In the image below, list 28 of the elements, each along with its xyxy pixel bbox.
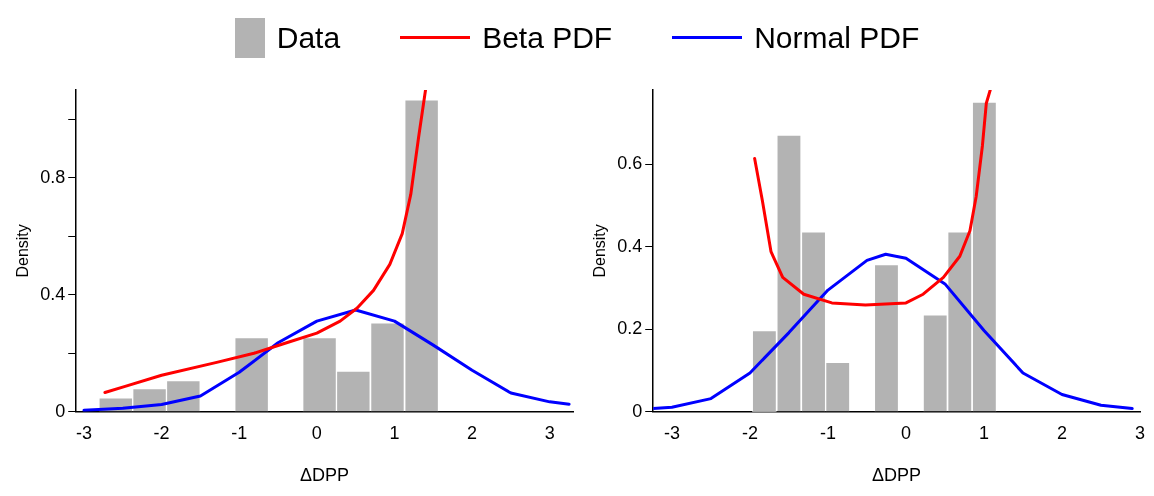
x-tick-label: 0 bbox=[900, 422, 911, 443]
x-tick-label: 2 bbox=[1056, 422, 1067, 443]
y-axis-title: Density bbox=[591, 224, 609, 278]
y-tick-label: 0 bbox=[632, 400, 643, 421]
x-tick-label: 2 bbox=[467, 422, 478, 443]
y-tick-label: 0 bbox=[55, 400, 66, 421]
y-tick-label: 0.6 bbox=[617, 153, 643, 174]
y-tick-label: 0.4 bbox=[617, 235, 643, 256]
x-tick-label: 1 bbox=[978, 422, 989, 443]
x-tick-label: 3 bbox=[544, 422, 555, 443]
x-tick-label: -1 bbox=[231, 422, 248, 443]
x-tick-label: -3 bbox=[663, 422, 680, 443]
x-axis-title: ΔDPP bbox=[300, 465, 350, 486]
x-tick-label: 0 bbox=[311, 422, 322, 443]
x-tick-label: 1 bbox=[389, 422, 400, 443]
y-tick-label: 0.8 bbox=[40, 166, 66, 187]
x-tick-label: 3 bbox=[1134, 422, 1146, 443]
legend-label: Data bbox=[276, 20, 341, 55]
x-tick-label: -1 bbox=[819, 422, 836, 443]
x-axis-title: ΔDPP bbox=[872, 465, 922, 486]
legend-label: Normal PDF bbox=[754, 20, 920, 55]
x-tick-label: -3 bbox=[75, 422, 92, 443]
legend-label: Beta PDF bbox=[482, 20, 613, 55]
y-tick-label: 0.4 bbox=[40, 283, 66, 304]
x-tick-label: -2 bbox=[741, 422, 758, 443]
y-tick-label: 0.2 bbox=[617, 318, 643, 339]
y-axis-title: Density bbox=[14, 224, 32, 278]
x-tick-label: -2 bbox=[153, 422, 170, 443]
